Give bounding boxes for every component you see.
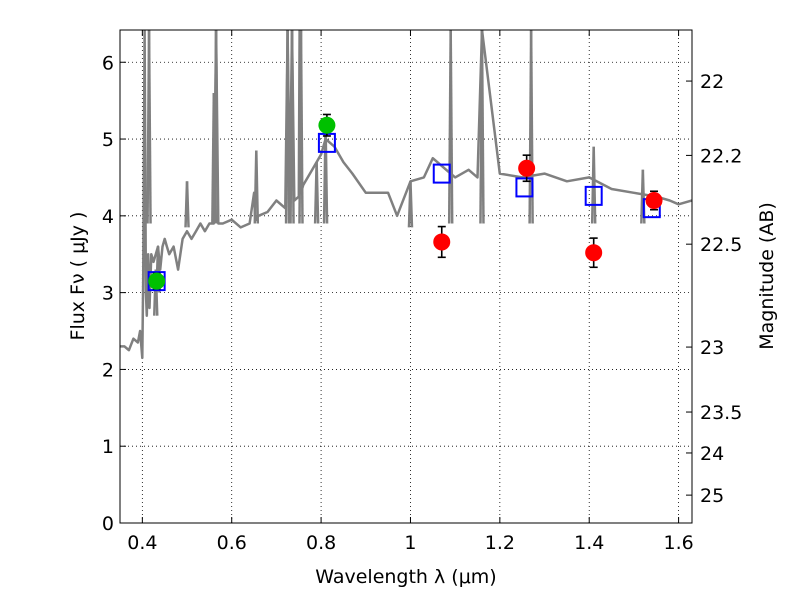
model-square <box>584 185 603 206</box>
x-tick-label: 1.4 <box>574 532 604 554</box>
red-data-point <box>518 159 536 177</box>
y-axis-label: Flux Fν ( μJy ) <box>67 212 89 341</box>
model-square <box>432 163 451 184</box>
x-tick-label: 1.2 <box>485 532 515 554</box>
emission-line <box>214 30 219 224</box>
y2-tick-label: 22 <box>700 71 724 93</box>
green-data-point <box>148 272 166 290</box>
emission-line <box>409 181 414 228</box>
emission-line <box>324 123 329 224</box>
red-data-point <box>433 233 451 251</box>
y2-axis-label: Magnitude (AB) <box>756 202 778 350</box>
data-layer <box>120 30 692 360</box>
x-tick-label: 0.8 <box>306 532 336 554</box>
emission-line <box>255 150 260 224</box>
y2-tick-label: 23 <box>700 337 724 359</box>
emission-line <box>185 181 190 228</box>
emission-line <box>592 146 597 224</box>
emission-line <box>315 162 320 224</box>
y-tick-label: 1 <box>102 436 114 458</box>
model-square <box>515 177 534 198</box>
points-layer <box>147 113 663 292</box>
x-tick-label: 0.6 <box>217 532 247 554</box>
y-tick-label: 4 <box>102 206 114 228</box>
y2-tick-label: 25 <box>700 485 724 507</box>
green-data-point <box>318 116 336 134</box>
y2-tick-label: 24 <box>700 443 724 465</box>
emission-line <box>147 30 152 224</box>
y2-tick-label: 22.5 <box>700 234 742 256</box>
emission-line <box>299 30 304 224</box>
y2-tick-label: 22.2 <box>700 145 742 167</box>
y-tick-label: 3 <box>102 283 114 305</box>
red-data-point <box>585 244 603 262</box>
x-tick-label: 1.6 <box>663 532 693 554</box>
emission-line <box>290 30 295 224</box>
emission-line <box>480 30 485 224</box>
x-tick-label: 1 <box>404 532 416 554</box>
emission-line <box>286 30 291 224</box>
ticks: 0.4 0.6 0.8 1 1.2 1.4 1.601234562222.222.52323… <box>102 30 742 554</box>
y-tick-label: 6 <box>102 52 114 74</box>
emission-line <box>449 30 454 224</box>
y-tick-label: 2 <box>102 359 114 381</box>
x-axis-label: Wavelength λ (μm) <box>315 566 496 588</box>
y-tick-label: 5 <box>102 129 114 151</box>
red-data-point <box>645 191 663 209</box>
y2-tick-label: 23.5 <box>700 402 742 424</box>
plot-frame <box>119 29 693 524</box>
x-tick-label: 0.4 <box>127 532 157 554</box>
y-tick-label: 0 <box>102 513 114 535</box>
